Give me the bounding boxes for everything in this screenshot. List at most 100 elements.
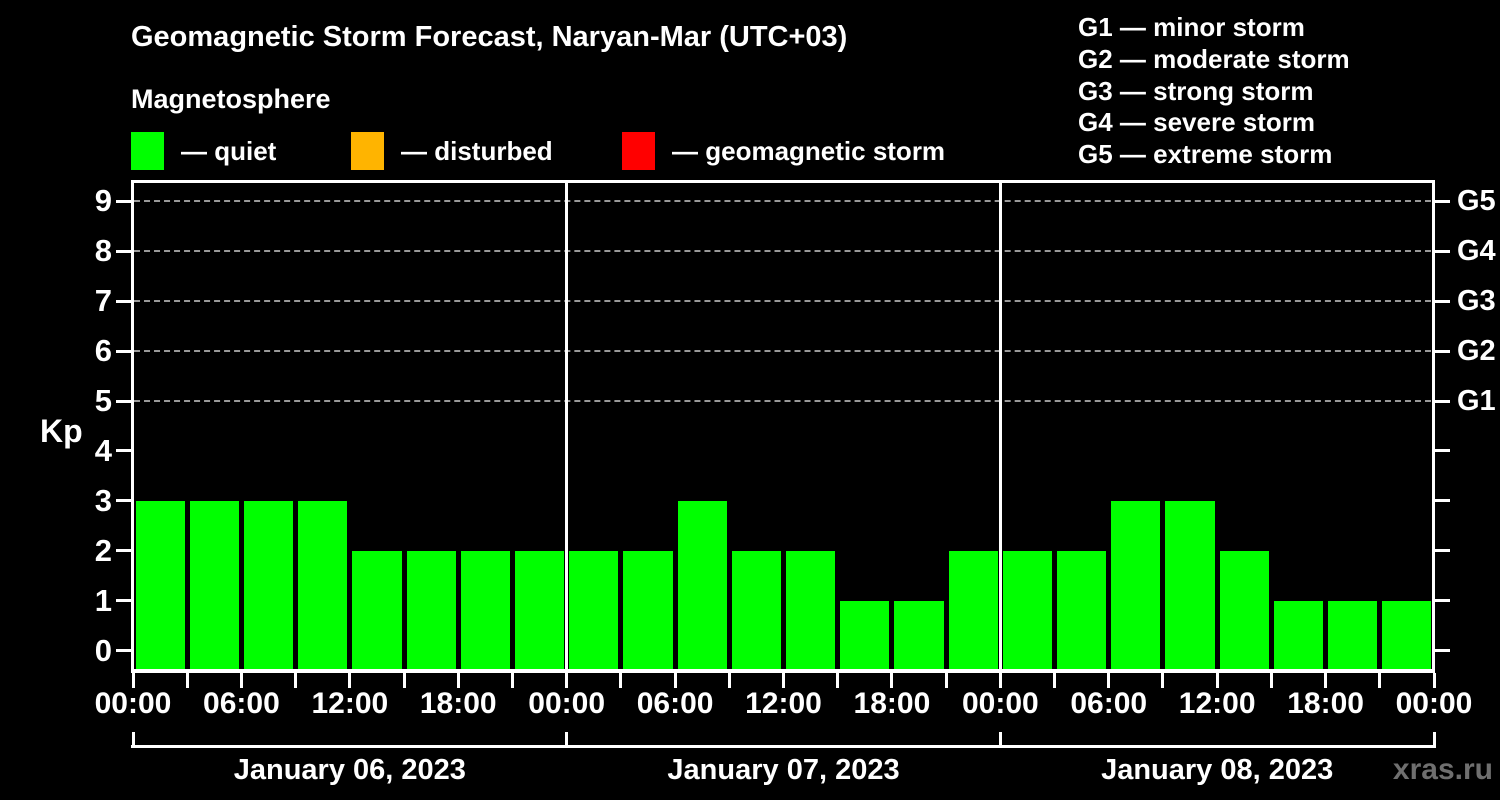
y-axis-title: Kp	[40, 413, 83, 449]
x-axis-tick-label: 12:00	[745, 687, 822, 720]
right-axis-tick	[1434, 249, 1450, 253]
y-axis-tick-label: 5	[94, 383, 112, 418]
y-axis-tick-label: 2	[94, 532, 112, 568]
day-bracket-line	[131, 745, 1435, 748]
x-axis-tick	[185, 673, 189, 688]
day-date-label: January 08, 2023	[1101, 754, 1334, 786]
x-axis-tick	[673, 673, 677, 688]
kp-bar-day3-3	[1111, 500, 1161, 669]
x-axis-tick	[456, 673, 460, 688]
x-axis-tick	[565, 673, 569, 688]
right-axis-tick-label-g5: G5	[1457, 185, 1496, 218]
x-axis-tick	[836, 673, 840, 688]
x-axis-tick	[1378, 673, 1382, 688]
legend-label-storm: — geomagnetic storm	[672, 135, 946, 166]
y-axis-tick	[116, 499, 132, 503]
right-axis-tick	[1434, 649, 1450, 652]
x-axis-tick	[239, 673, 243, 688]
storm-color-swatch	[622, 132, 655, 170]
plot-frame-left	[131, 180, 134, 672]
g-scale-legend-line-g5: G5 — extreme storm	[1078, 139, 1333, 170]
day-bracket-tick	[1432, 732, 1436, 748]
x-axis-tick-label: 00:00	[94, 687, 172, 720]
day-bracket-tick	[131, 732, 135, 748]
y-axis-tick	[116, 249, 132, 253]
right-axis-tick	[1434, 549, 1450, 553]
g-scale-legend-line-g2: G2 — moderate storm	[1078, 43, 1350, 74]
legend-label-disturbed: — disturbed	[401, 135, 553, 166]
x-axis-line	[131, 669, 1435, 673]
right-axis-tick-label-g4: G4	[1457, 235, 1496, 268]
x-axis-tick-label: 12:00	[1178, 687, 1256, 720]
kp-bar-day2-3	[677, 500, 727, 669]
kp-bar-day1-6	[406, 550, 456, 669]
x-axis-tick	[619, 673, 623, 688]
y-axis-tick-label: 9	[94, 183, 112, 219]
y-axis-tick	[116, 449, 132, 453]
right-axis-tick	[1434, 299, 1450, 303]
x-axis-tick-label: 18:00	[1287, 687, 1364, 720]
right-axis-tick	[1434, 449, 1450, 453]
x-axis-tick	[402, 673, 406, 688]
kp-bar-day1-2	[189, 500, 239, 669]
kp-bar-day1-5	[352, 550, 402, 669]
gridline-kp7	[134, 300, 1431, 303]
right-axis-tick-label-g3: G3	[1457, 285, 1496, 318]
kp-bar-day3-5	[1219, 550, 1269, 669]
gridline-kp6	[134, 350, 1431, 353]
kp-bar-day3-6	[1273, 600, 1324, 669]
right-axis-tick-label-g1: G1	[1457, 385, 1496, 417]
y-axis-tick	[116, 349, 132, 353]
kp-bar-day2-5	[786, 550, 836, 669]
legend-item-storm: — geomagnetic storm	[622, 131, 945, 171]
x-axis-tick	[727, 673, 731, 688]
chart-subtitle: Magnetosphere	[131, 84, 331, 114]
x-axis-tick	[294, 673, 298, 688]
legend-label-quiet: — quiet	[181, 135, 277, 166]
y-axis-tick	[116, 199, 132, 203]
x-axis-tick-label: 06:00	[636, 687, 714, 720]
g-scale-legend: G1 — minor storm G2 — moderate storm G3 …	[1078, 12, 1350, 171]
right-axis-tick-label-g2: G2	[1457, 335, 1496, 368]
kp-bar-day3-2	[1057, 550, 1107, 669]
disturbed-color-swatch	[351, 132, 384, 170]
plot-frame-top	[131, 180, 1435, 183]
kp-bar-day2-8	[948, 550, 998, 669]
day-divider	[998, 183, 1002, 669]
legend-item-quiet: — quiet	[131, 131, 276, 171]
x-axis-tick	[782, 673, 785, 688]
gridline-kp9	[134, 200, 1431, 203]
x-axis-tick-label: 18:00	[419, 687, 497, 720]
x-axis-tick	[1053, 673, 1057, 688]
gridline-kp8	[134, 250, 1431, 253]
day-date-label: January 06, 2023	[233, 754, 466, 786]
kp-bar-day3-8	[1382, 600, 1432, 669]
y-axis-tick	[116, 649, 132, 652]
y-axis-tick	[116, 599, 132, 603]
kp-bar-day1-8	[514, 550, 565, 669]
right-axis-tick	[1434, 399, 1450, 403]
x-axis-tick-label: 06:00	[1070, 687, 1148, 720]
kp-bar-day1-1	[135, 500, 185, 669]
kp-bar-day2-1	[569, 550, 619, 669]
g-scale-legend-line-g1: G1 — minor storm	[1078, 12, 1305, 42]
x-axis-tick	[510, 673, 514, 688]
y-axis-tick-label: 4	[94, 432, 112, 468]
kp-bar-day3-7	[1328, 600, 1378, 669]
legend-item-disturbed: — disturbed	[351, 131, 553, 171]
kp-bar-day3-4	[1165, 500, 1215, 669]
day-bracket-tick	[565, 732, 569, 748]
y-axis-tick-label: 0	[94, 632, 112, 668]
watermark: xras.ru	[1392, 753, 1493, 786]
day-bracket-tick	[998, 732, 1002, 748]
right-axis-tick	[1434, 599, 1450, 603]
page-title: Geomagnetic Storm Forecast, Naryan-Mar (…	[131, 21, 848, 53]
x-axis-tick	[1161, 673, 1165, 688]
kp-bar-day2-7	[894, 600, 944, 669]
g-scale-legend-line-g3: G3 — strong storm	[1078, 75, 1314, 106]
x-axis-tick-label: 00:00	[1395, 687, 1473, 720]
plot-frame-right	[1432, 180, 1435, 672]
kp-bar-day1-3	[243, 500, 294, 669]
x-axis-tick	[1215, 673, 1219, 688]
y-axis-tick-label: 7	[94, 283, 112, 319]
